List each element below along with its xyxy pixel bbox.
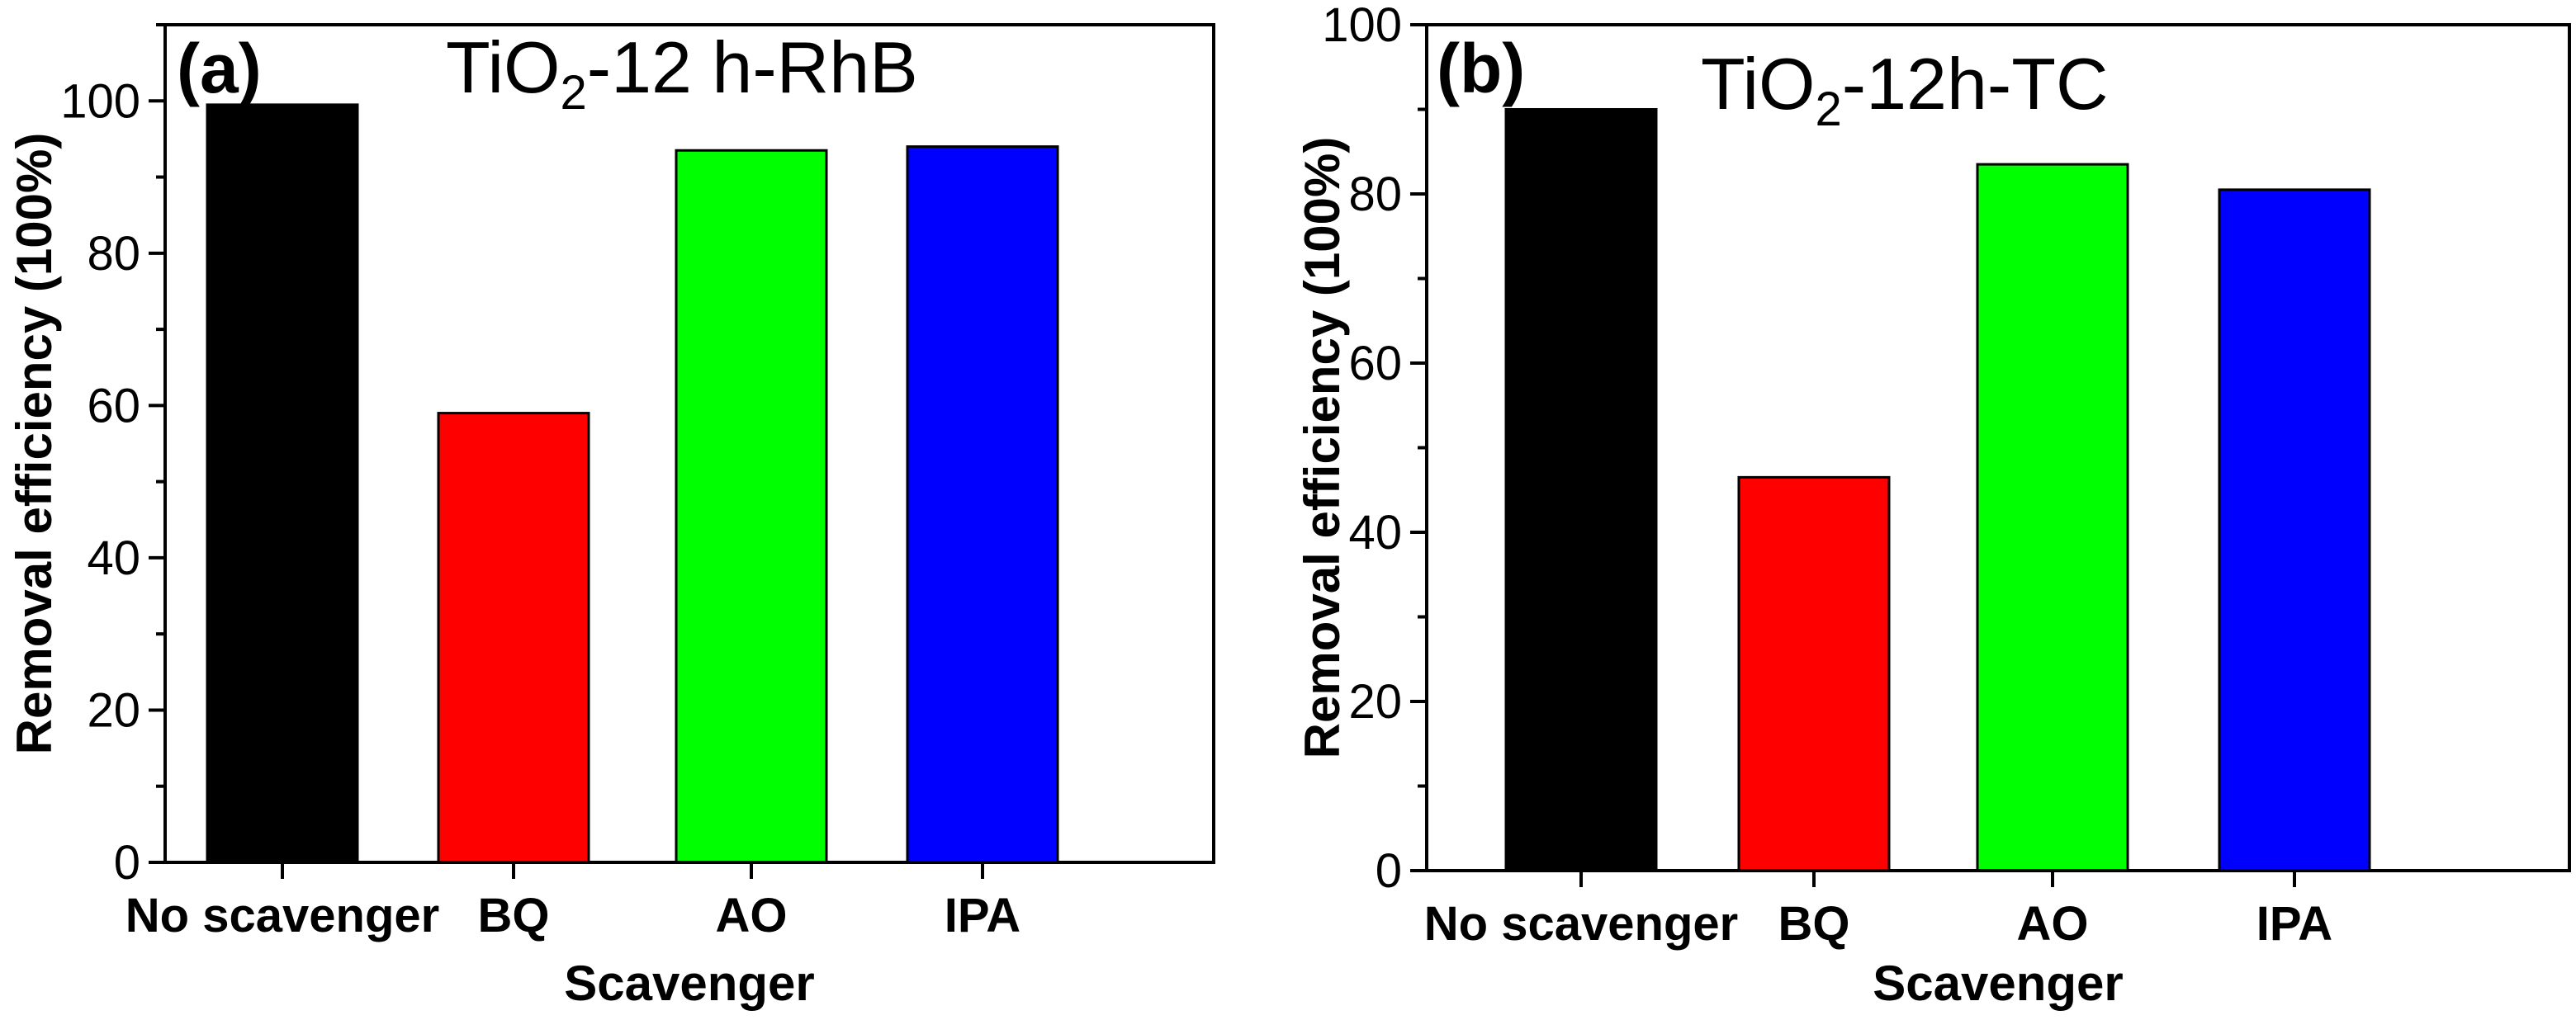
- x-tick-label: BQ: [478, 889, 550, 942]
- y-tick-label: 20: [87, 683, 140, 737]
- chart-title-suffix: -12 h-RhB: [587, 26, 918, 108]
- chart-title: TiO2-12h-TC: [1701, 43, 2109, 136]
- chart-title-prefix: TiO: [446, 26, 561, 108]
- x-tick-label: No scavenger: [125, 889, 439, 942]
- chart-panel-a: 0 20 40 60 80 100 No scavenger BQ AO IPA Scavenger…: [7, 23, 1215, 1011]
- chart-title-suffix: -12h-TC: [1842, 43, 2109, 125]
- bar-ipa: [906, 145, 1059, 864]
- chart-a-svg: 0 20 40 60 80 100 No scavenger BQ AO IPA Scavenger…: [7, 23, 1215, 1011]
- y-tick-label: 100: [1322, 0, 1402, 52]
- y-tick-label: 40: [87, 531, 140, 585]
- chart-title-prefix: TiO: [1701, 43, 1816, 125]
- y-tick-label: 60: [87, 379, 140, 432]
- y-tick-label: 40: [1348, 506, 1402, 560]
- chart-title-subscript: 2: [561, 66, 587, 120]
- bar-no-scavenger: [1504, 108, 1658, 872]
- x-axis-title: Scavenger: [564, 956, 815, 1011]
- x-tick-label: IPA: [945, 889, 1020, 942]
- bar-ipa: [2218, 188, 2371, 872]
- x-tick-label: AO: [2017, 897, 2089, 951]
- chart-panel-b: 0 20 40 60 80 100 No scavenger BQ AO IPA Scavenger…: [1288, 0, 2576, 1020]
- y-tick-label: 60: [1348, 337, 1402, 390]
- x-axis-title: Scavenger: [1873, 956, 2124, 1011]
- chart-b-svg: 0 20 40 60 80 100 No scavenger BQ AO IPA Scavenger…: [1295, 0, 2571, 1011]
- bar-bq: [1737, 475, 1891, 872]
- y-axis-title: Removal efficiency (100%): [1295, 137, 1350, 759]
- y-tick-label: 0: [114, 836, 140, 890]
- x-tick-label: IPA: [2256, 897, 2332, 951]
- x-tick-label: BQ: [1778, 897, 1850, 951]
- chart-title-subscript: 2: [1816, 83, 1842, 136]
- x-tick-label: No scavenger: [1424, 897, 1738, 951]
- y-tick-label: 80: [87, 227, 140, 281]
- y-tick-label: 80: [1348, 168, 1402, 221]
- bar-ao: [675, 149, 828, 864]
- chart-title: TiO2-12 h-RhB: [446, 26, 918, 120]
- y-tick-label: 0: [1376, 844, 1402, 898]
- y-tick-label: 20: [1348, 675, 1402, 729]
- y-axis-title: Removal efficiency (100%): [7, 133, 62, 755]
- bar-bq: [437, 412, 590, 864]
- bar-ao: [1976, 163, 2129, 872]
- bar-no-scavenger: [206, 103, 359, 864]
- y-tick-label: 100: [60, 74, 140, 128]
- panel-label: (b): [1437, 30, 1525, 107]
- panel-label: (a): [177, 30, 262, 107]
- plot-frame: [163, 23, 1215, 864]
- x-tick-label: AO: [716, 889, 788, 942]
